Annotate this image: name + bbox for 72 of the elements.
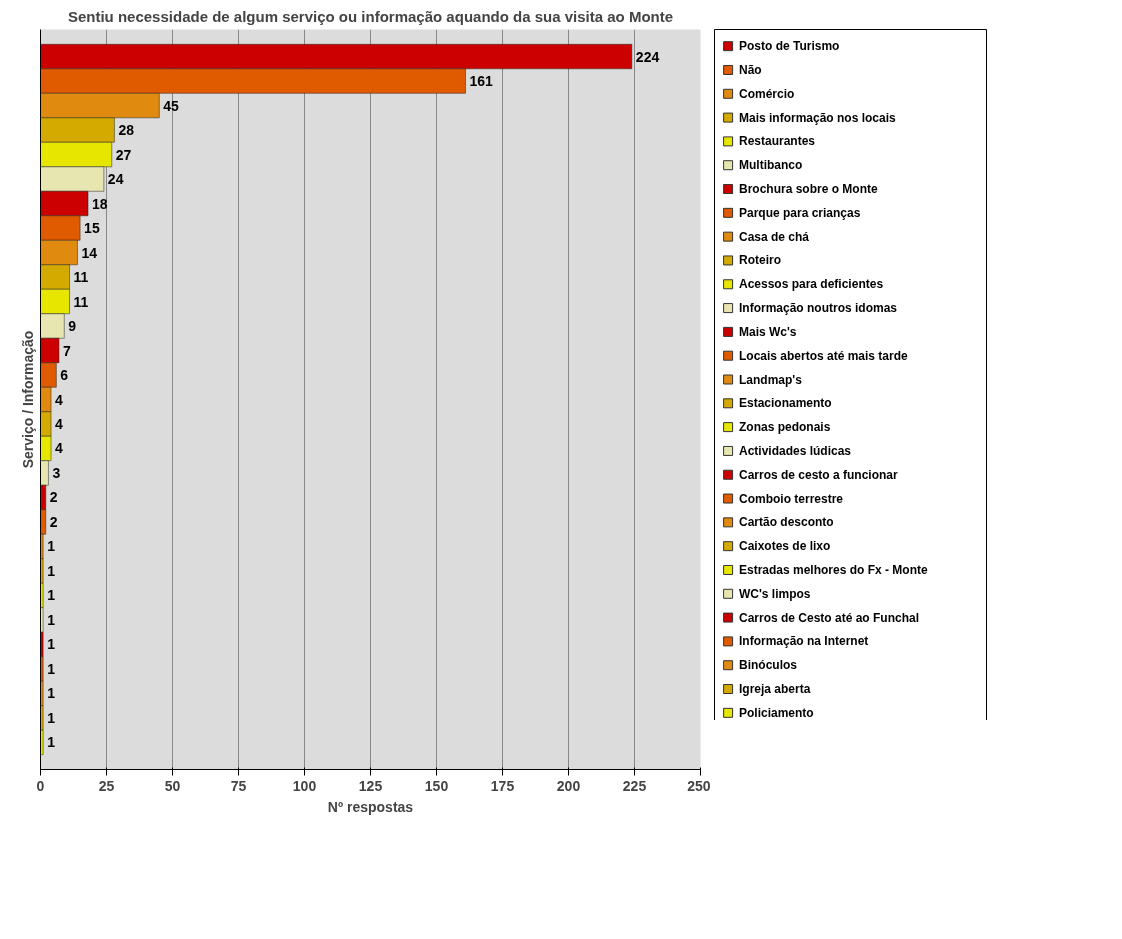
legend-label: WC's limpos — [738, 586, 811, 601]
legend-label: Estradas melhores do Fx - Monte — [738, 562, 929, 577]
legend-label: Informação na Internet — [738, 634, 869, 649]
legend-label: Não — [738, 62, 762, 77]
data-label: 4 — [55, 440, 64, 457]
x-tick-label: 175 — [490, 777, 515, 794]
data-label: 3 — [52, 464, 61, 481]
legend-label: Cartão desconto — [738, 515, 834, 530]
legend-label: Mais Wc's — [738, 324, 797, 339]
data-label: 1 — [47, 685, 56, 702]
data-label: 18 — [92, 195, 108, 212]
data-label: 161 — [469, 73, 494, 90]
data-label: 1 — [47, 734, 56, 751]
x-tick-label: 250 — [687, 777, 711, 794]
legend-label: Zonas pedonais — [738, 420, 831, 435]
legend-label: Acessos para deficientes — [738, 277, 884, 292]
legend-label: Carros de cesto a funcionar — [738, 467, 899, 482]
data-label: 1 — [47, 538, 56, 555]
data-label: 1 — [47, 587, 56, 604]
x-tick-label: 75 — [230, 777, 247, 794]
data-label: 4 — [55, 391, 64, 408]
data-label: 15 — [84, 220, 100, 237]
legend-label: Posto de Turismo — [738, 39, 840, 54]
data-label: 9 — [68, 318, 77, 335]
data-label: 14 — [81, 244, 98, 261]
data-label: 1 — [47, 709, 56, 726]
data-label: 28 — [118, 122, 135, 139]
x-tick-label: 150 — [424, 777, 449, 794]
data-label: 11 — [73, 293, 89, 310]
legend-label: Igreja aberta — [738, 682, 811, 697]
data-label: 7 — [62, 342, 71, 359]
legend-label: Brochura sobre o Monte — [738, 182, 878, 197]
legend-label: Actividades lúdicas — [738, 443, 852, 458]
x-tick-label: 0 — [36, 777, 45, 794]
data-label: 11 — [73, 269, 89, 286]
x-tick-label: 125 — [358, 777, 383, 794]
legend-label: Comboio terrestre — [738, 491, 844, 506]
data-label: 1 — [47, 636, 56, 653]
legend-label: Mais informação nos locais — [738, 110, 897, 125]
x-axis-title: Nº respostas — [327, 798, 414, 815]
data-label: 45 — [163, 97, 180, 114]
x-tick-label: 50 — [164, 777, 181, 794]
x-tick-label: 25 — [98, 777, 115, 794]
legend-label: Binóculos — [738, 658, 798, 673]
legend-label: Estacionamento — [738, 396, 832, 411]
data-label: 2 — [49, 513, 58, 530]
chart-title: Sentiu necessidade de algum serviço ou informação aquando da sua visita ao Monte — [67, 7, 674, 25]
legend-label: Policiamento — [738, 705, 814, 720]
data-label: 4 — [55, 416, 64, 432]
data-label: 1 — [47, 562, 56, 579]
legend-label: Landmap's — [738, 372, 803, 387]
x-tick-label: 225 — [622, 777, 647, 794]
legend-label: Casa de chá — [738, 229, 810, 244]
data-label: 27 — [115, 146, 132, 163]
legend-label: Caixotes de lixo — [738, 539, 831, 554]
legend-label: Restaurantes — [738, 134, 816, 149]
legend-label: Parque para crianças — [738, 205, 861, 220]
x-tick-label: 200 — [556, 777, 581, 794]
legend-label: Comércio — [738, 86, 795, 101]
data-label: 224 — [635, 48, 660, 65]
legend-label: Locais abertos até mais tarde — [738, 348, 909, 363]
legend-label: Multibanco — [738, 158, 803, 173]
data-label: 2 — [49, 489, 58, 506]
legend-label: Informação noutros idomas — [738, 301, 898, 316]
legend-label: Roteiro — [738, 253, 781, 268]
data-label: 24 — [107, 171, 124, 188]
x-tick-label: 100 — [292, 777, 317, 794]
legend-label: Carros de Cesto até ao Funchal — [738, 610, 920, 625]
data-label: 6 — [60, 367, 69, 383]
data-label: 1 — [47, 660, 56, 677]
data-label: 1 — [47, 611, 56, 628]
y-axis-title: Serviço / Informação — [19, 330, 36, 469]
